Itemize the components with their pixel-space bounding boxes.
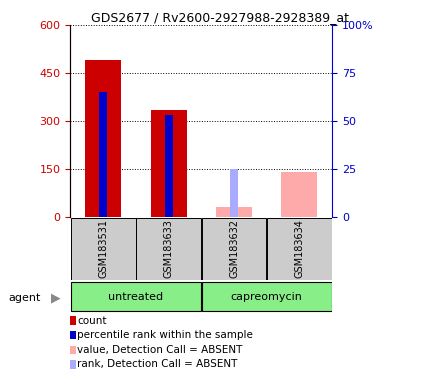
Text: GSM183634: GSM183634 (294, 219, 304, 278)
Bar (230, 169, 238, 217)
Text: count: count (77, 316, 106, 326)
Text: value, Detection Call = ABSENT: value, Detection Call = ABSENT (77, 345, 242, 355)
Text: agent: agent (9, 293, 41, 303)
Text: rank, Detection Call = ABSENT: rank, Detection Call = ABSENT (77, 359, 238, 369)
Bar (202, 282, 332, 311)
Bar (216, 207, 252, 217)
Bar (85, 60, 121, 217)
Text: GSM183632: GSM183632 (229, 219, 239, 278)
Bar (99, 92, 107, 217)
Bar (165, 115, 172, 217)
Text: GSM183531: GSM183531 (98, 219, 108, 278)
Bar (71, 282, 201, 311)
Text: untreated: untreated (108, 291, 163, 302)
Text: percentile rank within the sample: percentile rank within the sample (77, 330, 253, 340)
Text: capreomycin: capreomycin (231, 291, 303, 302)
Bar (136, 218, 201, 280)
Text: GDS2677 / Rv2600-2927988-2928389_at: GDS2677 / Rv2600-2927988-2928389_at (91, 11, 349, 24)
Bar (267, 218, 332, 280)
Text: GSM183633: GSM183633 (164, 219, 173, 278)
Text: ▶: ▶ (51, 291, 60, 304)
Bar (150, 110, 187, 217)
Bar (71, 218, 136, 280)
Bar (202, 218, 267, 280)
Bar (282, 172, 318, 217)
